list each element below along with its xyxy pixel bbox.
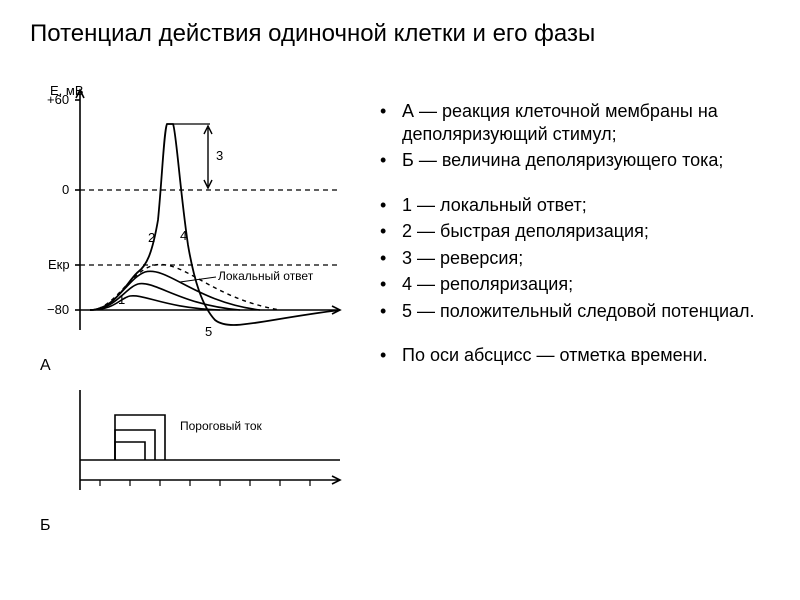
annotation-threshold-current: Пороговый ток	[180, 419, 263, 433]
bullet-list: А — реакция клеточной мембраны на деполя…	[380, 100, 780, 371]
bullet-a: А — реакция клеточной мембраны на деполя…	[380, 100, 780, 145]
panel-b: Пороговый ток	[80, 390, 340, 490]
bullet-spacer-2	[380, 326, 780, 344]
bullet-1: 1 — локальный ответ;	[380, 194, 780, 217]
figure-svg: Е, мВ +60 0 Екр −80	[20, 80, 360, 570]
bullet-spacer-1	[380, 176, 780, 194]
slide-title: Потенциал действия одиночной клетки и ег…	[30, 20, 770, 48]
bullet-axis: По оси абсцисс — отметка времени.	[380, 344, 780, 367]
bullet-b: Б — величина деполяризующего тока;	[380, 149, 780, 172]
annotation-local: Локальный ответ	[218, 269, 314, 283]
bullet-4: 4 — реполяризация;	[380, 273, 780, 296]
label-3: 3	[216, 148, 223, 163]
ytick-0: 0	[62, 182, 69, 197]
label-5: 5	[205, 324, 212, 339]
panel-label-b: Б	[40, 517, 51, 534]
action-potential-figure: Е, мВ +60 0 Екр −80	[20, 80, 360, 570]
label-1: 1	[118, 292, 125, 307]
ytick-60: +60	[47, 92, 69, 107]
curve-spike	[90, 124, 340, 325]
bullet-3: 3 — реверсия;	[380, 247, 780, 270]
bullet-2: 2 — быстрая деполяризация;	[380, 220, 780, 243]
slide: Потенциал действия одиночной клетки и ег…	[0, 0, 800, 600]
label-4: 4	[180, 228, 187, 243]
label-2: 2	[148, 230, 155, 245]
bullet-5: 5 — положительный следовой потенциал.	[380, 300, 780, 323]
panel-label-a: А	[40, 357, 51, 374]
ytick-80: −80	[47, 302, 69, 317]
ytick-ekr: Екр	[48, 257, 70, 272]
